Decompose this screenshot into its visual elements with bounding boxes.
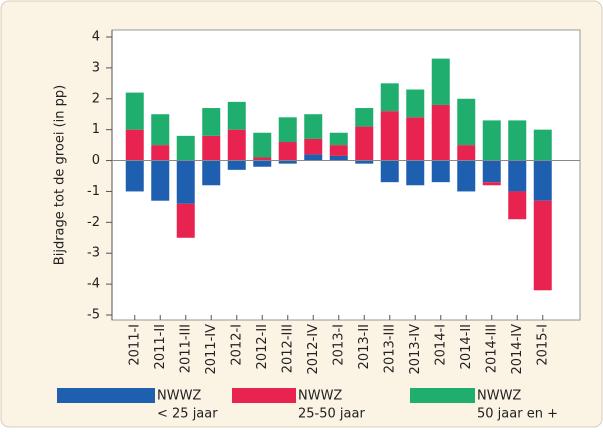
x-tick-label: 2013-I: [331, 324, 346, 366]
bar-segment: [406, 89, 425, 118]
bar-segment: [482, 160, 501, 183]
bar-segment: [253, 157, 272, 161]
legend-swatch: [232, 388, 296, 403]
legend-swatch: [57, 388, 155, 403]
x-tick-label: 2014-II: [459, 324, 474, 369]
bar-segment: [278, 160, 297, 164]
legend-sublabel: < 25 jaar: [157, 407, 218, 422]
bar-segment: [533, 129, 552, 161]
x-tick-label: 2012-IV: [306, 324, 321, 375]
bar-segment: [329, 145, 348, 156]
x-tick-label: 2015-I: [535, 324, 550, 366]
bar-segment: [533, 160, 552, 201]
bar-segment: [151, 145, 170, 161]
bar-segment: [202, 160, 221, 186]
x-tick-label: 2011-III: [178, 324, 193, 373]
bar-segment: [355, 160, 374, 164]
bar-segment: [380, 111, 399, 161]
x-tick-label: 2011-IV: [204, 324, 219, 375]
bar-segment: [482, 182, 501, 186]
x-tick-label: 2011-I: [127, 324, 142, 366]
bar-segment: [431, 104, 450, 161]
y-axis-label: Bijdrage tot de groei (in pp): [53, 85, 68, 265]
y-tick-label: -1: [87, 184, 100, 199]
x-tick-label: 2013-IV: [408, 324, 423, 375]
bar-segment: [304, 138, 323, 155]
bar-segment: [304, 154, 323, 161]
y-tick-label: -3: [87, 246, 100, 261]
bar-segment: [253, 160, 272, 167]
x-tick-label: 2013-III: [382, 324, 397, 373]
y-tick-label: 1: [92, 122, 100, 137]
y-tick-label: -2: [87, 215, 100, 230]
bar-segment: [125, 129, 144, 161]
y-tick-label: 2: [92, 91, 100, 106]
bar-segment: [406, 160, 425, 186]
bar-segment: [227, 101, 246, 130]
bar-segment: [355, 126, 374, 161]
bar-segment: [176, 203, 195, 238]
legend-label: NWWZ: [298, 389, 342, 404]
y-tick-label: 0: [92, 153, 100, 168]
x-tick-label: 2012-II: [255, 324, 270, 369]
x-tick-label: 2012-III: [280, 324, 295, 373]
bar-segment: [457, 98, 476, 146]
bar-segment: [380, 83, 399, 112]
bar-segment: [406, 117, 425, 161]
bar-segment: [176, 160, 195, 204]
legend-label: NWWZ: [157, 389, 201, 404]
bar-segment: [278, 117, 297, 143]
bar-segment: [329, 155, 348, 161]
bar-segment: [380, 160, 399, 183]
legend-sublabel: 50 jaar en +: [477, 407, 558, 422]
x-tick-label: 2012-I: [229, 324, 244, 366]
bar-segment: [202, 108, 221, 136]
bar-segment: [151, 114, 170, 146]
y-tick-label: -4: [87, 277, 100, 292]
bar-segment: [202, 135, 221, 161]
bar-segment: [304, 114, 323, 139]
bar-segment: [431, 58, 450, 105]
bar-segment: [457, 145, 476, 161]
y-tick-label: 3: [92, 60, 100, 75]
bar-segment: [125, 160, 144, 192]
bar-segment: [176, 135, 195, 161]
bar-segment: [508, 120, 527, 161]
legend-swatch: [410, 388, 475, 403]
bar-segment: [533, 200, 552, 291]
bar-segment: [355, 108, 374, 127]
y-tick-label: 4: [92, 30, 100, 45]
bar-segment: [227, 129, 246, 161]
bar-segment: [329, 132, 348, 146]
x-tick-label: 2014-I: [433, 324, 448, 366]
bar-segment: [278, 142, 297, 161]
bar-segment: [227, 160, 246, 170]
legend-label: NWWZ: [477, 389, 521, 404]
bar-segment: [253, 132, 272, 158]
x-tick-label: 2014-III: [484, 324, 499, 373]
bar-segment: [151, 160, 170, 201]
x-tick-label: 2013-II: [357, 324, 372, 369]
x-tick-label: 2014-IV: [510, 324, 525, 375]
x-tick-label: 2011-II: [153, 324, 168, 369]
bar-segment: [482, 120, 501, 161]
bar-segment: [125, 92, 144, 130]
bar-segment: [431, 160, 450, 183]
y-tick-label: -5: [87, 308, 100, 323]
bar-segment: [457, 160, 476, 192]
legend-sublabel: 25-50 jaar: [298, 407, 365, 422]
bar-segment: [508, 191, 527, 220]
bar-segment: [508, 160, 527, 192]
